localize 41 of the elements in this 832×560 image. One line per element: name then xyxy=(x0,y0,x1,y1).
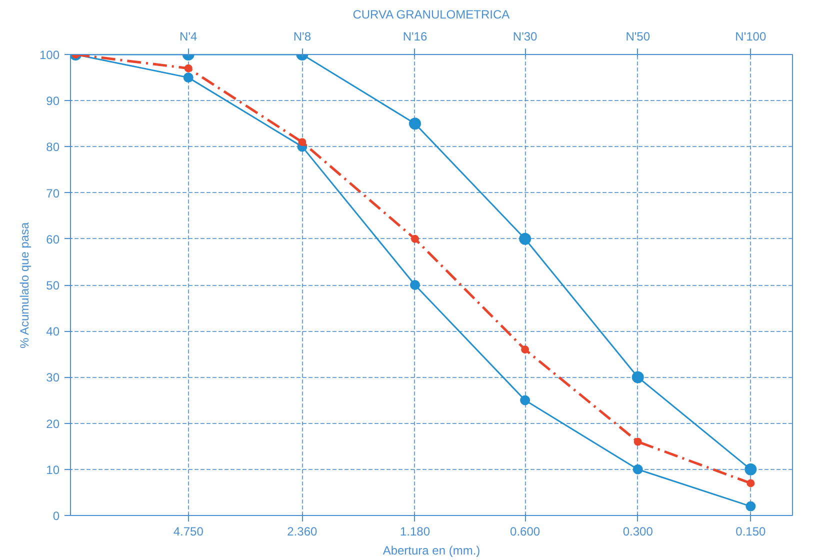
y-tick-label: 20 xyxy=(46,416,60,431)
y-tick-label: 80 xyxy=(46,140,60,154)
y-tick-label: 10 xyxy=(46,462,60,477)
x-tick-label: 0.150 xyxy=(736,524,766,538)
point xyxy=(520,395,530,406)
point xyxy=(298,138,306,146)
annotation: N'30 xyxy=(512,30,538,44)
point xyxy=(183,72,194,83)
point xyxy=(632,371,644,384)
point xyxy=(184,64,192,72)
annotation: N'100 xyxy=(735,30,766,44)
annotation: N'50 xyxy=(626,30,650,44)
x-tick-label: 1.180 xyxy=(400,524,430,538)
point xyxy=(410,234,419,243)
y-axis-title: % Acumulado que pasa xyxy=(17,222,32,348)
y-tick-label: 0 xyxy=(52,509,60,523)
point xyxy=(746,479,755,488)
y-tick-label: 90 xyxy=(46,94,60,108)
point xyxy=(521,346,530,354)
annotation: N'4 xyxy=(180,30,198,44)
point xyxy=(408,118,421,130)
point xyxy=(744,463,757,476)
point xyxy=(410,280,420,290)
point xyxy=(634,438,642,446)
x-tick-label: 4.750 xyxy=(173,524,204,538)
annotation: N'16 xyxy=(402,30,428,44)
chart-title: CURVA GRANULOMETRICA xyxy=(352,8,510,22)
x-tick-label: 2.360 xyxy=(287,524,318,538)
x-tick-label: 0.600 xyxy=(510,524,540,538)
annotation: N'8 xyxy=(293,30,312,44)
point xyxy=(632,464,643,474)
y-tick-label: 50 xyxy=(46,278,60,292)
x-axis-title: Abertura en (mm.) xyxy=(382,544,480,558)
y-tick-label: 60 xyxy=(46,232,60,246)
y-tick-label: 40 xyxy=(46,324,60,339)
x-tick-label: 0.300 xyxy=(622,524,654,538)
y-tick-label: 30 xyxy=(46,370,60,385)
point xyxy=(746,501,756,512)
point xyxy=(519,232,532,245)
y-tick-label: 70 xyxy=(46,186,60,200)
y-tick-label: 100 xyxy=(39,48,60,62)
